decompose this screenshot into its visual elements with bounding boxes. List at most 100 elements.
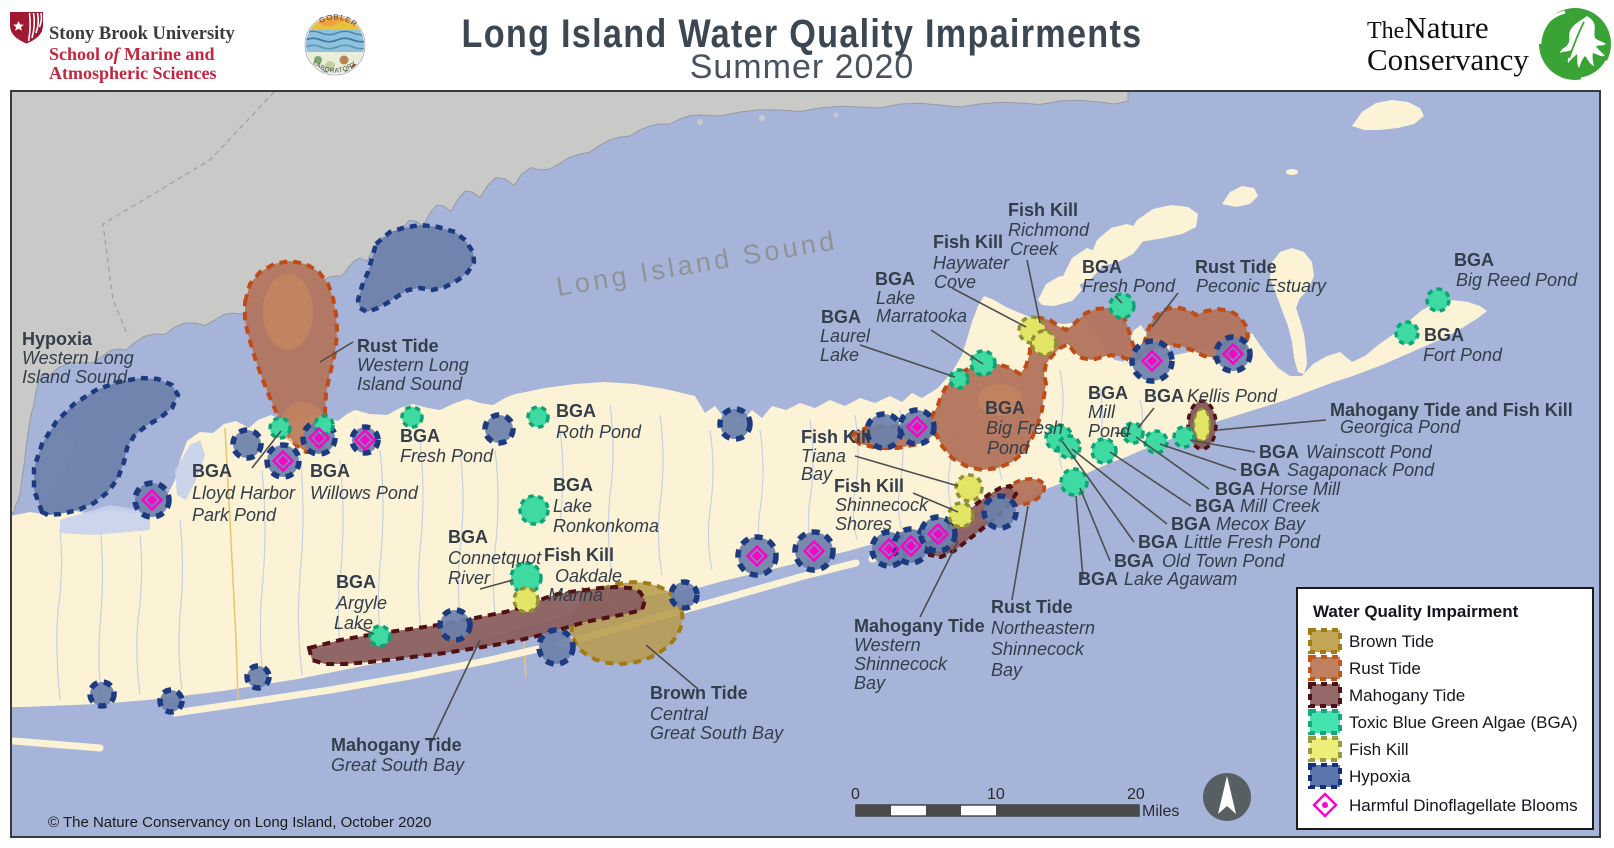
- svg-text:BGA: BGA: [1171, 514, 1211, 534]
- svg-text:Ronkonkoma: Ronkonkoma: [553, 516, 659, 536]
- svg-text:Fish Kill: Fish Kill: [544, 545, 614, 565]
- svg-text:Oakdale: Oakdale: [555, 566, 622, 586]
- svg-text:BGA: BGA: [821, 307, 861, 327]
- svg-text:Shinnecock: Shinnecock: [835, 495, 929, 515]
- svg-text:Fish Kill: Fish Kill: [801, 427, 871, 447]
- svg-text:20: 20: [1127, 786, 1145, 803]
- svg-text:Little Fresh Pond: Little Fresh Pond: [1184, 532, 1321, 552]
- svg-text:© The Nature Conservancy on Lo: © The Nature Conservancy on Long Island,…: [48, 814, 432, 831]
- svg-text:Hypoxia: Hypoxia: [1349, 767, 1411, 786]
- svg-text:Lake: Lake: [334, 613, 373, 633]
- svg-text:BGA: BGA: [448, 527, 488, 547]
- svg-text:Argyle: Argyle: [335, 593, 387, 613]
- svg-text:Fish Kill: Fish Kill: [1008, 200, 1078, 220]
- svg-text:Lake Agawam: Lake Agawam: [1124, 569, 1237, 589]
- svg-text:Shores: Shores: [835, 514, 892, 534]
- svg-text:Shinnecock: Shinnecock: [991, 639, 1085, 659]
- svg-text:BGA: BGA: [1424, 325, 1464, 345]
- svg-text:Lake: Lake: [820, 345, 859, 365]
- svg-text:BGA: BGA: [1078, 569, 1118, 589]
- svg-text:Cove: Cove: [934, 272, 976, 292]
- svg-text:Horse Mill: Horse Mill: [1260, 479, 1341, 499]
- svg-text:Rust Tide: Rust Tide: [357, 336, 439, 356]
- svg-text:Mill: Mill: [1088, 402, 1116, 422]
- svg-text:BGA: BGA: [310, 461, 350, 481]
- svg-text:Peconic Estuary: Peconic Estuary: [1196, 276, 1327, 296]
- svg-text:Central: Central: [650, 704, 709, 724]
- svg-text:Park Pond: Park Pond: [192, 505, 277, 525]
- svg-text:Fort Pond: Fort Pond: [1423, 345, 1503, 365]
- svg-text:BGA: BGA: [1114, 551, 1154, 571]
- svg-text:Big Reed Pond: Big Reed Pond: [1456, 270, 1578, 290]
- svg-text:Great South Bay: Great South Bay: [650, 723, 784, 743]
- svg-text:Wainscott Pond: Wainscott Pond: [1306, 442, 1433, 462]
- svg-text:Pond: Pond: [1088, 421, 1131, 441]
- svg-text:BGA: BGA: [1240, 460, 1280, 480]
- svg-text:Connetquot: Connetquot: [448, 548, 542, 568]
- svg-text:BGA: BGA: [875, 269, 915, 289]
- svg-text:BGA: BGA: [1454, 250, 1494, 270]
- svg-text:Lake: Lake: [553, 496, 592, 516]
- svg-text:BGA: BGA: [556, 401, 596, 421]
- svg-text:BGA: BGA: [336, 572, 376, 592]
- svg-text:BGA: BGA: [400, 426, 440, 446]
- svg-text:BGA: BGA: [1138, 532, 1178, 552]
- svg-text:Great South Bay: Great South Bay: [331, 755, 465, 775]
- svg-text:Fresh Pond: Fresh Pond: [1082, 276, 1176, 296]
- svg-text:Roth Pond: Roth Pond: [556, 422, 642, 442]
- svg-text:Lloyd Harbor: Lloyd Harbor: [192, 483, 296, 503]
- svg-text:Old Town Pond: Old Town Pond: [1162, 551, 1285, 571]
- svg-text:Bay: Bay: [991, 660, 1023, 680]
- svg-text:Toxic Blue Green Algae (BGA): Toxic Blue Green Algae (BGA): [1349, 713, 1578, 732]
- svg-text:River: River: [448, 568, 491, 588]
- svg-text:Haywater: Haywater: [933, 253, 1010, 273]
- svg-text:Island Sound: Island Sound: [22, 367, 128, 387]
- svg-text:Mahogany Tide: Mahogany Tide: [1349, 686, 1465, 705]
- svg-text:Western Long: Western Long: [357, 355, 469, 375]
- svg-text:Tiana: Tiana: [801, 446, 846, 466]
- svg-text:Northeastern: Northeastern: [991, 618, 1095, 638]
- svg-text:Mahogany Tide: Mahogany Tide: [854, 616, 985, 636]
- svg-text:Mahogany Tide and Fish Kill: Mahogany Tide and Fish Kill: [1330, 400, 1573, 420]
- svg-text:Rust Tide: Rust Tide: [1195, 257, 1277, 277]
- svg-text:BGA: BGA: [192, 461, 232, 481]
- svg-text:BGA: BGA: [1195, 496, 1235, 516]
- svg-text:Brown Tide: Brown Tide: [1349, 632, 1434, 651]
- svg-text:Fish Kill: Fish Kill: [1349, 740, 1409, 759]
- svg-text:10: 10: [987, 786, 1005, 803]
- svg-text:Kellis Pond: Kellis Pond: [1187, 386, 1278, 406]
- svg-text:Willows Pond: Willows Pond: [310, 483, 419, 503]
- svg-text:0: 0: [851, 786, 860, 803]
- svg-text:Fish Kill: Fish Kill: [933, 232, 1003, 252]
- svg-text:BGA: BGA: [1082, 257, 1122, 277]
- svg-text:Water Quality Impairment: Water Quality Impairment: [1313, 602, 1519, 621]
- svg-text:Laurel: Laurel: [820, 326, 871, 346]
- svg-text:Fresh Pond: Fresh Pond: [400, 446, 494, 466]
- svg-text:Mill Creek: Mill Creek: [1240, 496, 1321, 516]
- svg-text:Mecox Bay: Mecox Bay: [1216, 514, 1306, 534]
- svg-text:Creek: Creek: [1010, 239, 1059, 259]
- svg-text:Fish Kill: Fish Kill: [834, 476, 904, 496]
- svg-text:Pond: Pond: [987, 438, 1030, 458]
- svg-text:Brown Tide: Brown Tide: [650, 683, 748, 703]
- svg-text:Richmond: Richmond: [1008, 220, 1090, 240]
- svg-text:Island Sound: Island Sound: [357, 374, 463, 394]
- svg-text:Shinnecock: Shinnecock: [854, 654, 948, 674]
- svg-text:Big Fresh: Big Fresh: [986, 418, 1063, 438]
- svg-text:Georgica Pond: Georgica Pond: [1340, 417, 1461, 437]
- svg-text:Mahogany Tide: Mahogany Tide: [331, 735, 462, 755]
- svg-text:Marratooka: Marratooka: [876, 306, 967, 326]
- svg-text:Western Long: Western Long: [22, 348, 134, 368]
- svg-text:BGA: BGA: [1259, 442, 1299, 462]
- svg-text:BGA: BGA: [553, 475, 593, 495]
- svg-text:Miles: Miles: [1142, 803, 1179, 820]
- svg-text:Sagaponack Pond: Sagaponack Pond: [1287, 460, 1435, 480]
- svg-text:Hypoxia: Hypoxia: [22, 329, 93, 349]
- svg-text:Rust Tide: Rust Tide: [991, 597, 1073, 617]
- svg-text:BGA: BGA: [1215, 479, 1255, 499]
- svg-text:Marina: Marina: [548, 585, 603, 605]
- svg-text:BGA: BGA: [1144, 386, 1184, 406]
- svg-text:Bay: Bay: [801, 464, 833, 484]
- svg-text:Lake: Lake: [876, 288, 915, 308]
- svg-text:Western: Western: [854, 635, 921, 655]
